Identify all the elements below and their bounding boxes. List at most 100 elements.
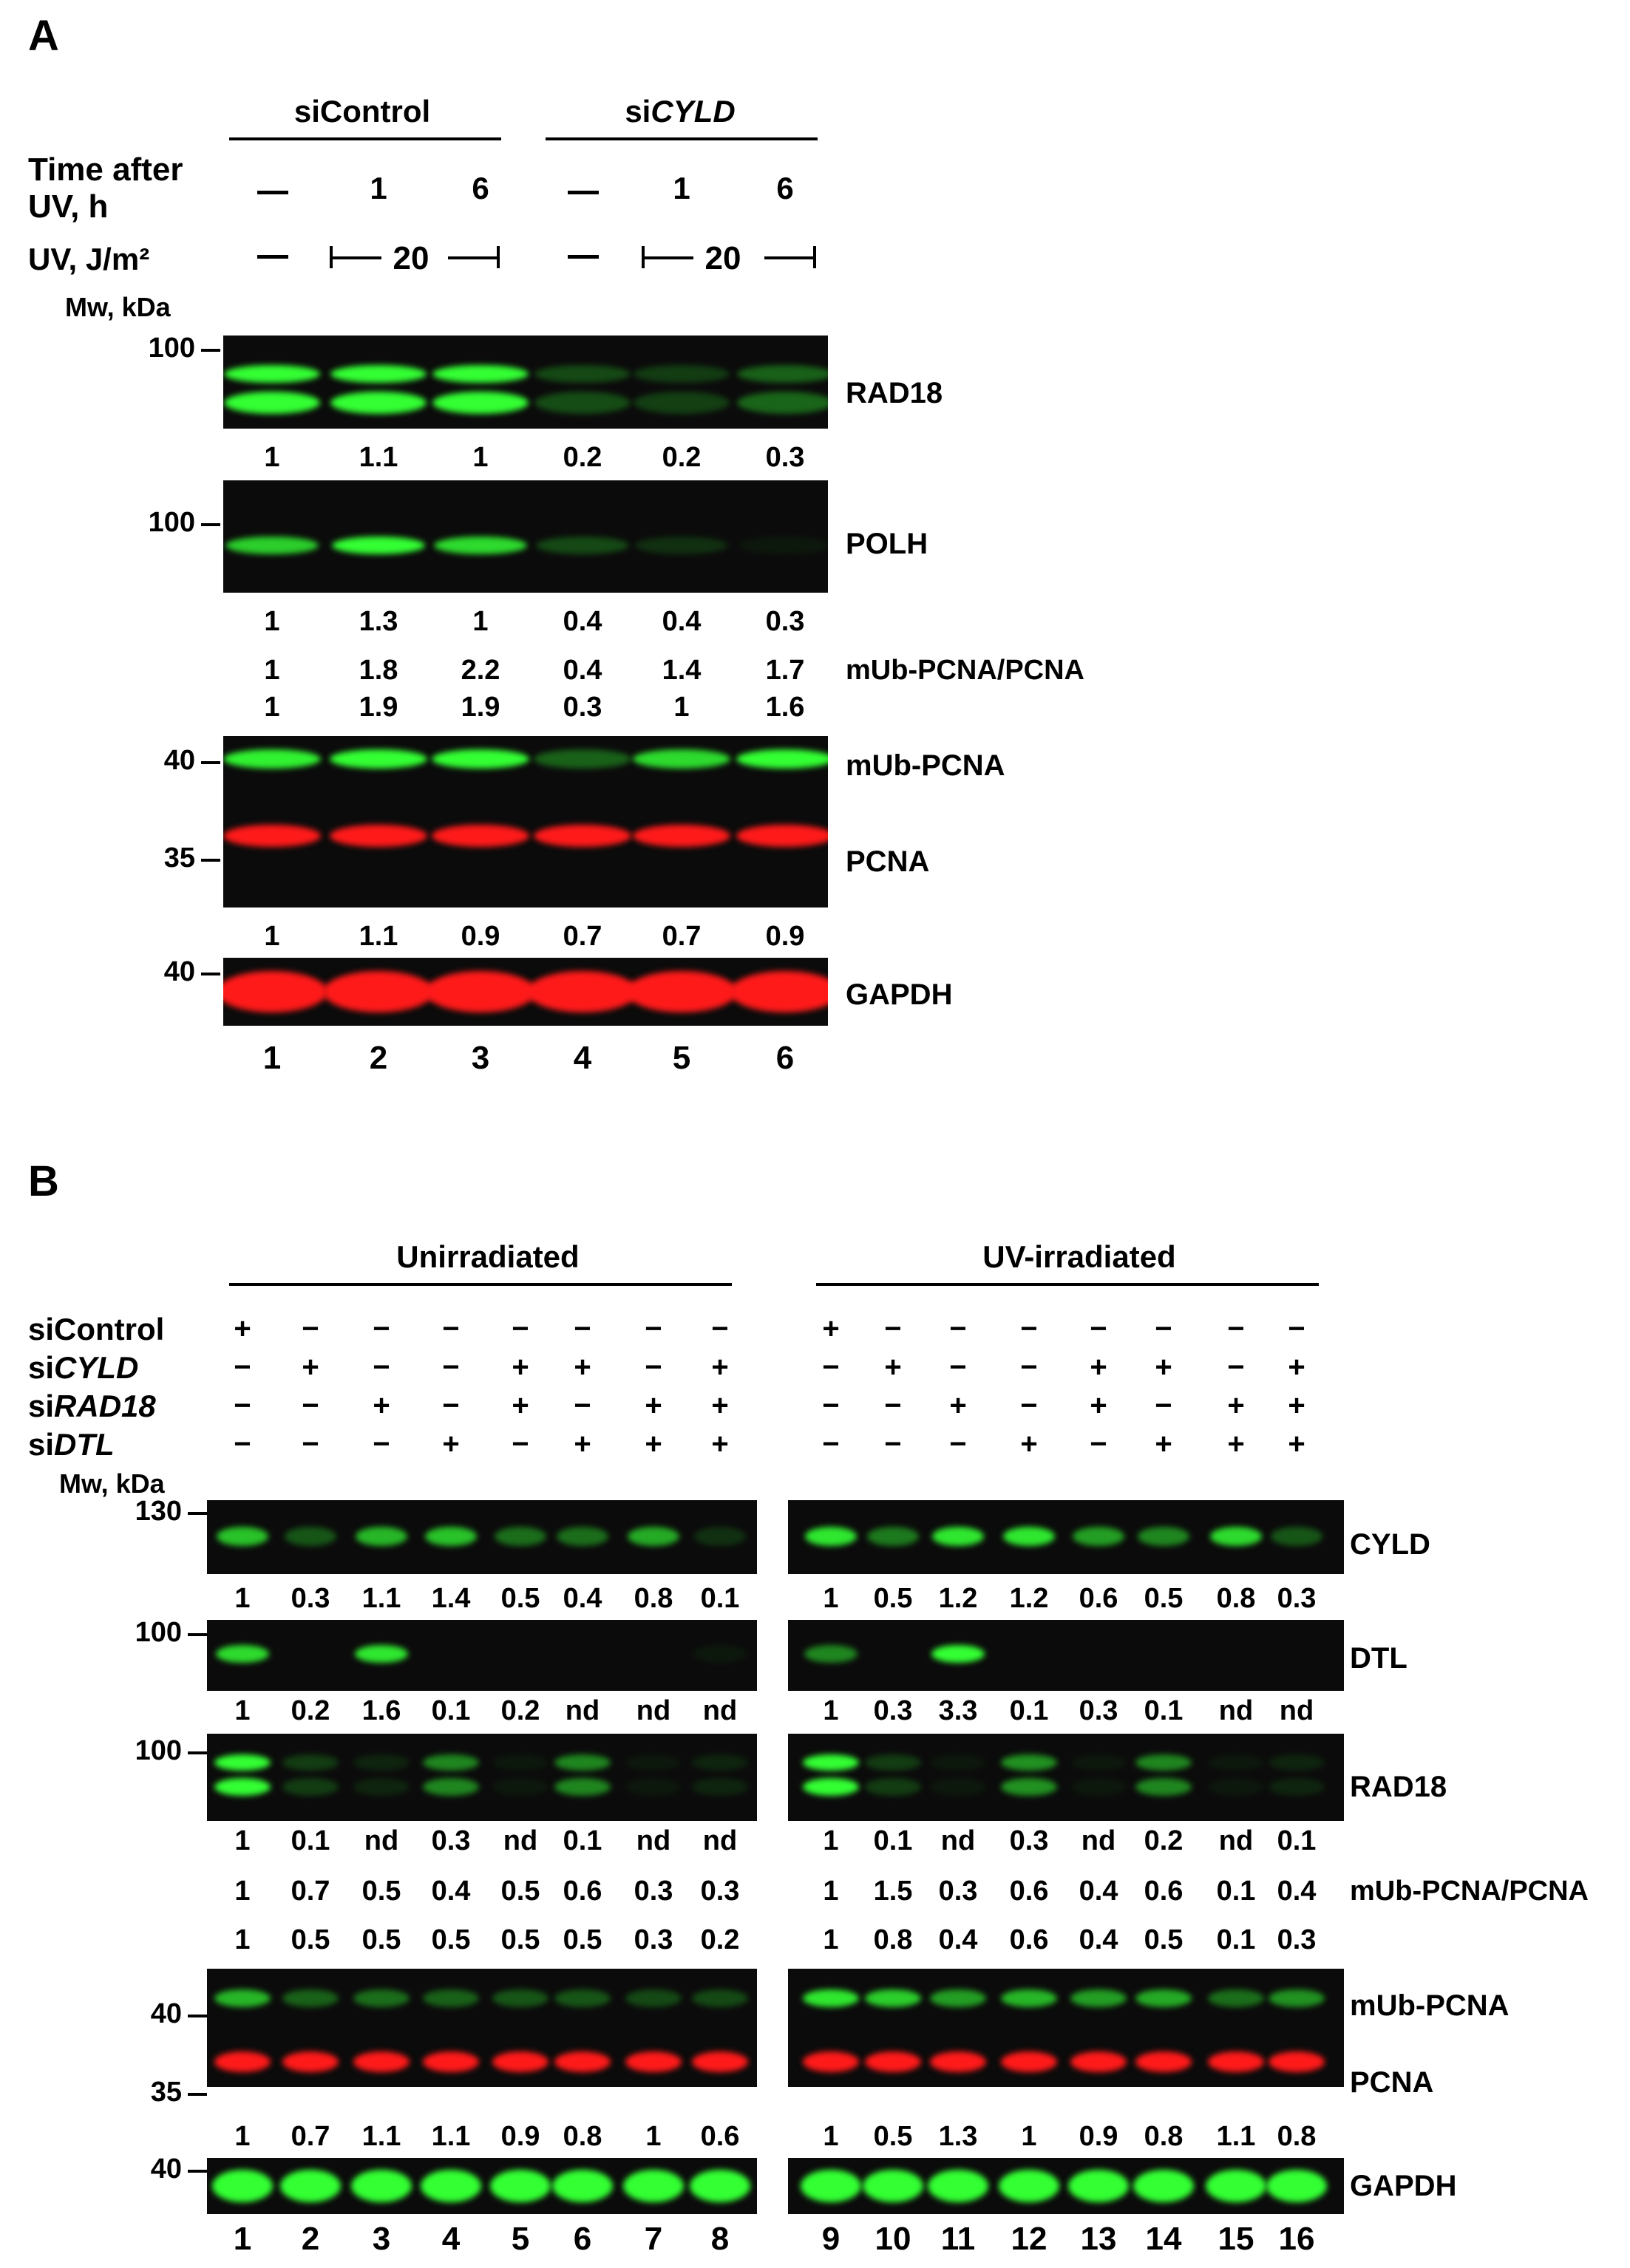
quant-b-pcna-14: 0.8 xyxy=(1144,2121,1184,2152)
blot-a-rad18-band-3 xyxy=(330,365,427,383)
mw-b-rad18-tick xyxy=(188,1751,207,1754)
blot-b-pcna-band-l14-2 xyxy=(1135,2051,1192,2072)
blot-b-rad18-band-l16-2 xyxy=(1269,1778,1325,1796)
blot-a-pcna-band-12 xyxy=(736,825,828,847)
blot-a-rad18-band-4 xyxy=(330,392,427,414)
group-unirradiated: Unirradiated xyxy=(396,1239,580,1274)
quant-b-pcna-2: 0.7 xyxy=(291,2121,330,2152)
mw-label-a: Mw, kDa xyxy=(65,292,171,322)
mw-b-rad18-value: 100 xyxy=(135,1735,182,1766)
quant-b-pcna-4: 1.1 xyxy=(431,2121,471,2152)
blot-b-cyld-band-l8-1 xyxy=(694,1527,746,1546)
sirna-sign-r3-l7: + xyxy=(645,1389,662,1422)
lane-b-10: 10 xyxy=(875,2221,911,2257)
blot-b-cyld-band-l1-1 xyxy=(217,1527,268,1546)
blot-b-rad18-band-l14-1 xyxy=(1135,1754,1192,1771)
sirna-row-prefix-3: si xyxy=(28,1389,55,1423)
lane-b-13: 13 xyxy=(1080,2221,1117,2257)
blot-b-cyld-band-l7-1 xyxy=(628,1527,679,1546)
uv-dose-bracket-sicontrol-value: 20 xyxy=(393,240,429,276)
blot-b-gapdh-band-l9-1 xyxy=(801,2170,861,2202)
blot-b-pcna-band-l10-1 xyxy=(865,1989,921,2007)
blot-b-pcna-band-l4-2 xyxy=(423,2051,479,2072)
blot-b-pcna-band-l9-2 xyxy=(803,2051,859,2072)
blot-b-rad18-left xyxy=(207,1734,757,1821)
label-b-pcna: PCNA xyxy=(1350,2066,1434,2099)
quant-b-dtl-4: 0.1 xyxy=(431,1695,471,1726)
mw-b-cyld-tick xyxy=(188,1512,207,1515)
blot-a-pcna-band-1 xyxy=(223,749,321,769)
quant-a-rad18-3: 1 xyxy=(472,442,489,473)
sirna-sign-r1-l5: − xyxy=(512,1312,529,1345)
sirna-sign-r4-l2: − xyxy=(302,1428,319,1460)
sirna-sign-r1-l11: − xyxy=(949,1312,967,1345)
uv-none-dash-4 xyxy=(568,255,599,259)
blot-b-rad18-band-l14-2 xyxy=(1135,1778,1192,1796)
blot-b-cyld-left xyxy=(207,1500,757,1574)
blot-b-gapdh-left xyxy=(207,2158,757,2214)
ratio-b-row1-2: 0.7 xyxy=(291,1876,330,1907)
blot-b-rad18-band-l15-1 xyxy=(1208,1754,1264,1771)
quant-b-dtl-14: 0.1 xyxy=(1144,1695,1184,1726)
time-value-2: 1 xyxy=(370,171,387,205)
sirna-row-prefix-1: siControl xyxy=(28,1312,165,1346)
quant-b-pcna-15: 1.1 xyxy=(1216,2121,1256,2152)
sirna-sign-r1-l1: + xyxy=(234,1312,251,1345)
blot-b-gapdh-band-l12-1 xyxy=(999,2170,1059,2202)
ratio-a-row1-1: 1 xyxy=(264,655,280,686)
uv-dose-bracket-sicontrol-right-tick xyxy=(497,246,500,268)
uv-dose-bracket-sicyld-right-bar xyxy=(764,256,816,259)
blot-b-pcna-band-l14-1 xyxy=(1135,1989,1192,2007)
mw-b-pcna-tick xyxy=(188,2093,207,2096)
sirna-sign-r4-l1: − xyxy=(234,1428,251,1460)
ratio-a-row2-6: 1.6 xyxy=(765,692,805,723)
ratio-label-a: mUb-PCNA/PCNA xyxy=(846,655,1084,686)
sirna-sign-r4-l4: + xyxy=(442,1428,460,1460)
blot-b-cyld-band-l6-1 xyxy=(557,1527,608,1546)
sirna-sign-r1-l3: − xyxy=(373,1312,390,1345)
sirna-sign-r1-l9: + xyxy=(822,1312,840,1345)
group-rule-uv-irradiated xyxy=(816,1283,1319,1286)
label-b-rad18: RAD18 xyxy=(1350,1771,1447,1803)
blot-b-gapdh-band-l3-1 xyxy=(351,2170,412,2202)
blot-a-pcna-band-6 xyxy=(432,825,529,847)
sirna-sign-r3-l4: − xyxy=(442,1389,460,1422)
blot-b-pcna-band-l13-2 xyxy=(1070,2051,1127,2072)
ratio-b-row2-11: 0.4 xyxy=(938,1924,978,1955)
blot-b-rad18-band-l8-2 xyxy=(692,1778,748,1796)
quant-b-pcna-16: 0.8 xyxy=(1277,2121,1317,2152)
ratio-b-row1-5: 0.5 xyxy=(500,1876,540,1907)
uv-dose-bracket-sicontrol-left-bar xyxy=(330,256,381,259)
uv-dose-bracket-sicontrol-left-tick xyxy=(330,246,333,268)
blot-a-pcna-band-7 xyxy=(534,749,631,769)
ratio-a-row1-4: 0.4 xyxy=(563,655,602,686)
blot-b-pcna-band-l16-2 xyxy=(1269,2051,1325,2072)
ratio-label-b: mUb-PCNA/PCNA xyxy=(1350,1876,1589,1907)
blot-b-pcna-band-l6-1 xyxy=(554,1989,611,2007)
sirna-sign-r1-l16: − xyxy=(1288,1312,1305,1345)
lane-a-6: 6 xyxy=(775,1040,795,1076)
ratio-b-row1-10: 1.5 xyxy=(873,1876,913,1907)
ratio-b-row1-8: 0.3 xyxy=(700,1876,740,1907)
blot-b-pcna-band-l10-2 xyxy=(865,2051,921,2072)
label-a-mubpcna: mUb-PCNA xyxy=(846,749,1005,782)
time-none-dash-4 xyxy=(568,191,599,194)
blot-b-rad18-band-l15-2 xyxy=(1208,1778,1264,1796)
sirna-sign-r1-l8: − xyxy=(711,1312,729,1345)
blot-b-pcna-band-l5-1 xyxy=(492,1989,549,2007)
ratio-b-row2-12: 0.6 xyxy=(1009,1924,1049,1955)
blot-b-gapdh-right xyxy=(788,2158,1344,2214)
ratio-b-row2-1: 1 xyxy=(234,1924,251,1955)
ratio-b-row2-2: 0.5 xyxy=(291,1924,330,1955)
blot-a-pcna-band-9 xyxy=(633,749,730,769)
blot-b-gapdh-band-l8-1 xyxy=(690,2170,750,2202)
sirna-sign-r1-l2: − xyxy=(302,1312,319,1345)
sirna-sign-r4-l3: − xyxy=(373,1428,390,1460)
quant-b-rad18-12: 0.3 xyxy=(1009,1825,1049,1856)
blot-a-polh xyxy=(223,480,828,593)
group-uv-irradiated: UV-irradiated xyxy=(982,1239,1176,1274)
blot-b-pcna-band-l15-2 xyxy=(1208,2051,1264,2072)
sirna-sign-r3-l15: + xyxy=(1227,1389,1245,1422)
sirna-sign-r3-l3: + xyxy=(373,1389,390,1422)
blot-b-rad18-band-l8-1 xyxy=(692,1754,748,1771)
